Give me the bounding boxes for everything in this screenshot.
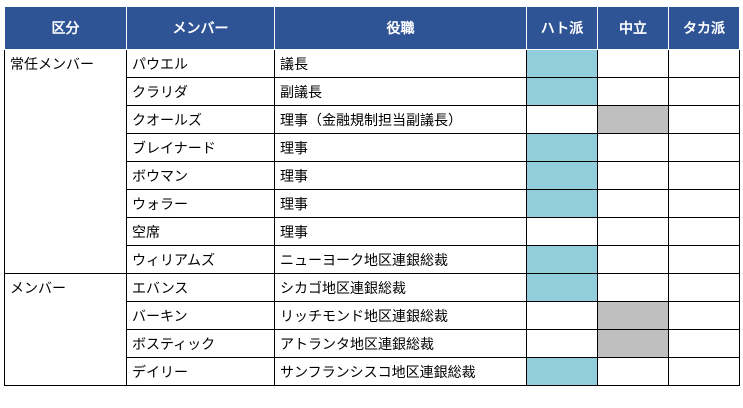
neutral-cell [597, 161, 669, 190]
table-row: ブレイナード 理事 [5, 133, 740, 162]
hawk-cell [526, 329, 598, 358]
member-role: 副議長 [274, 77, 527, 106]
member-name: バーキン [126, 301, 275, 330]
header-row: 区分 メンバー 役職 ハト派 中立 タカ派 [4, 6, 740, 50]
member-role: シカゴ地区連銀総裁 [274, 273, 527, 302]
header-member: メンバー [126, 6, 275, 50]
neutral-cell [597, 217, 669, 246]
hawk-cell [526, 217, 598, 246]
dove-cell [668, 357, 740, 386]
table-row: ボスティック アトランタ地区連銀総裁 [5, 329, 740, 358]
table-header: 区分 メンバー 役職 ハト派 中立 タカ派 [4, 6, 740, 50]
dove-cell [668, 273, 740, 302]
hawk-cell [526, 357, 598, 386]
neutral-cell [597, 189, 669, 218]
table-row: クラリダ 副議長 [5, 77, 740, 106]
member-role: 理事（金融規制担当副議長） [274, 105, 527, 134]
neutral-cell [597, 329, 669, 358]
table-row: ウォラー 理事 [5, 189, 740, 218]
hawk-cell [526, 189, 598, 218]
member-role: サンフランシスコ地区連銀総裁 [274, 357, 527, 386]
header-role: 役職 [274, 6, 527, 50]
neutral-cell [597, 49, 669, 78]
member-role: 理事 [274, 133, 527, 162]
dove-cell [668, 49, 740, 78]
hawk-cell [526, 245, 598, 274]
neutral-cell [597, 357, 669, 386]
table-row: ウィリアムズ ニューヨーク地区連銀総裁 [5, 245, 740, 274]
neutral-cell [597, 245, 669, 274]
dove-cell [668, 329, 740, 358]
member-name: ウォラー [126, 189, 275, 218]
neutral-cell [597, 301, 669, 330]
dove-cell [668, 301, 740, 330]
member-name: クラリダ [126, 77, 275, 106]
member-name: ボスティック [126, 329, 275, 358]
table-row: ボウマン 理事 [5, 161, 740, 190]
table-row: メンバー エバンス シカゴ地区連銀総裁 [4, 273, 740, 386]
header-neutral: 中立 [597, 6, 669, 50]
hawk-cell [526, 105, 598, 134]
hawk-cell [526, 301, 598, 330]
member-name: ウィリアムズ [126, 245, 275, 274]
hawk-cell [526, 161, 598, 190]
member-role: 理事 [274, 161, 527, 190]
member-name: 空席 [126, 217, 275, 246]
member-name: クオールズ [126, 105, 275, 134]
neutral-cell [597, 77, 669, 106]
dove-cell [668, 189, 740, 218]
hawk-cell [526, 273, 598, 302]
member-role: リッチモンド地区連銀総裁 [274, 301, 527, 330]
table-body: 常任メンバー パウエル 議長 クラリダ 副議長 クオールズ 理事（金融規制担当副議長） ブレイ… [4, 49, 740, 386]
hawk-cell [526, 49, 598, 78]
member-name: ブレイナード [126, 133, 275, 162]
hawk-cell [526, 77, 598, 106]
dove-cell [668, 217, 740, 246]
member-role: 理事 [274, 189, 527, 218]
table-row: 常任メンバー パウエル 議長 [4, 49, 740, 274]
dove-cell [668, 133, 740, 162]
group-label: 常任メンバー [4, 49, 127, 274]
dove-cell [668, 105, 740, 134]
member-name: エバンス [126, 273, 275, 302]
dove-cell [668, 245, 740, 274]
dove-cell [668, 161, 740, 190]
member-name: ボウマン [126, 161, 275, 190]
member-role: ニューヨーク地区連銀総裁 [274, 245, 527, 274]
member-role: 議長 [274, 49, 527, 78]
member-role: 理事 [274, 217, 527, 246]
group-label: メンバー [4, 273, 127, 386]
header-dove: タカ派 [668, 6, 740, 50]
fomc-members-table: 区分 メンバー 役職 ハト派 中立 タカ派 常任メンバー パウエル 議長 クラリダ 副議… [4, 6, 740, 386]
member-name: デイリー [126, 357, 275, 386]
header-category: 区分 [4, 6, 127, 50]
neutral-cell [597, 273, 669, 302]
dove-cell [668, 77, 740, 106]
table-row: デイリー サンフランシスコ地区連銀総裁 [5, 357, 740, 386]
neutral-cell [597, 133, 669, 162]
header-hawk: ハト派 [526, 6, 598, 50]
neutral-cell [597, 105, 669, 134]
member-role: アトランタ地区連銀総裁 [274, 329, 527, 358]
hawk-cell [526, 133, 598, 162]
member-name: パウエル [126, 49, 275, 78]
